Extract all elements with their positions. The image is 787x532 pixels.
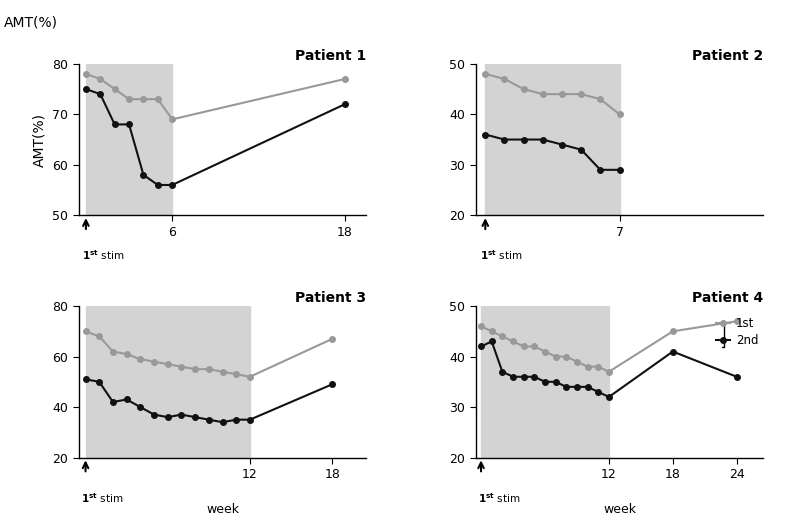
Legend: 1st, 2nd: 1st, 2nd bbox=[711, 312, 763, 352]
Text: Patient 2: Patient 2 bbox=[692, 48, 763, 63]
Text: $\mathbf{1^{st}}$ stim: $\mathbf{1^{st}}$ stim bbox=[81, 491, 124, 505]
Text: Patient 4: Patient 4 bbox=[692, 291, 763, 305]
Text: $\mathbf{1^{st}}$ stim: $\mathbf{1^{st}}$ stim bbox=[478, 491, 520, 505]
Text: $\mathbf{1^{st}}$ stim: $\mathbf{1^{st}}$ stim bbox=[479, 248, 522, 262]
Bar bbox=[86, 64, 172, 215]
Y-axis label: AMT(%): AMT(%) bbox=[33, 113, 46, 167]
Text: Patient 1: Patient 1 bbox=[295, 48, 367, 63]
Text: AMT(%): AMT(%) bbox=[4, 16, 58, 30]
Text: Patient 3: Patient 3 bbox=[295, 291, 367, 305]
Text: $\mathbf{1^{st}}$ stim: $\mathbf{1^{st}}$ stim bbox=[82, 248, 124, 262]
X-axis label: week: week bbox=[206, 503, 239, 516]
Bar bbox=[486, 64, 619, 215]
Bar bbox=[481, 306, 609, 458]
Bar bbox=[86, 306, 250, 458]
X-axis label: week: week bbox=[603, 503, 636, 516]
